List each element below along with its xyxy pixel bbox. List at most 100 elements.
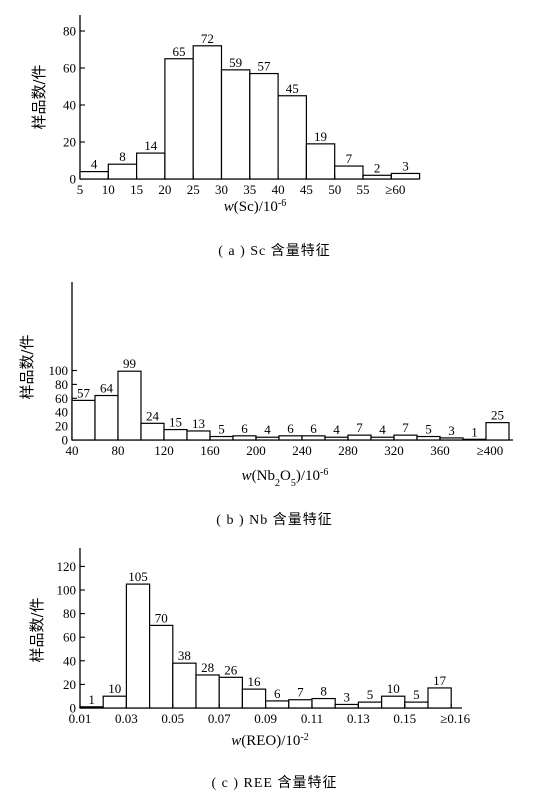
sc-x-axis-label: w(Sc)/10-6 bbox=[224, 198, 287, 216]
chart-caption-ree: ( c ) REE 含量特征 bbox=[211, 776, 338, 791]
ree-y-tick-label: 20 bbox=[63, 677, 76, 692]
nb-bar bbox=[301, 435, 326, 441]
nb-x-tick-label: 160 bbox=[200, 443, 220, 458]
nb-x-tick-label: 80 bbox=[112, 443, 125, 458]
nb-y-tick-label: 20 bbox=[55, 419, 68, 434]
sc-x-tick-label: 35 bbox=[243, 182, 256, 197]
nb-x-tick-label: 360 bbox=[430, 443, 450, 458]
nb-data-label: 25 bbox=[491, 408, 504, 423]
nb-data-label: 4 bbox=[379, 422, 386, 437]
sc-x-tick-label: 50 bbox=[328, 182, 341, 197]
nb-bar bbox=[71, 399, 96, 441]
ree-bar bbox=[79, 706, 104, 709]
nb-y-tick-label: 80 bbox=[55, 377, 68, 392]
sc-x-tick-label: 5 bbox=[77, 182, 84, 197]
nb-y-tick-label: 60 bbox=[55, 391, 68, 406]
nb-y-axis-label: 样品数/件 bbox=[18, 334, 36, 399]
ree-x-tick-label: 0.03 bbox=[115, 711, 138, 726]
nb-data-label: 64 bbox=[100, 381, 114, 396]
nb-data-label: 7 bbox=[402, 420, 409, 435]
nb-x-axis-label: w(Nb2O5)/10-6 bbox=[242, 467, 329, 489]
nb-bar bbox=[370, 436, 395, 441]
nb-data-label: 15 bbox=[169, 415, 182, 430]
nb-bar bbox=[278, 435, 303, 441]
sc-bar bbox=[249, 72, 279, 180]
nb-x-tick-label: 280 bbox=[338, 443, 358, 458]
ree-x-tick-label: 0.13 bbox=[347, 711, 370, 726]
nb-bar bbox=[255, 436, 280, 441]
nb-bar bbox=[439, 437, 464, 441]
sc-x-tick-label: 45 bbox=[300, 182, 313, 197]
nb-bar bbox=[485, 422, 510, 441]
nb-data-label: 7 bbox=[356, 420, 363, 435]
ree-bar bbox=[172, 662, 197, 709]
ree-data-label: 5 bbox=[413, 687, 420, 702]
ree-bar bbox=[334, 703, 360, 709]
ree-bar bbox=[265, 700, 290, 709]
nb-data-label: 6 bbox=[310, 421, 317, 436]
nb-bar bbox=[117, 370, 142, 441]
sc-data-label: 59 bbox=[229, 55, 242, 70]
nb-bar bbox=[232, 435, 257, 441]
ree-y-tick-label: 120 bbox=[57, 559, 77, 574]
nb-x-tick-label: 240 bbox=[292, 443, 312, 458]
sc-x-tick-label: 40 bbox=[272, 182, 285, 197]
sc-data-label: 4 bbox=[91, 157, 98, 172]
ree-data-label: 38 bbox=[178, 648, 191, 663]
ree-data-label: 7 bbox=[297, 685, 304, 700]
nb-data-label: 5 bbox=[425, 422, 432, 437]
sc-bar bbox=[192, 45, 223, 180]
sc-bar bbox=[390, 172, 421, 180]
ree-y-tick-label: 40 bbox=[63, 653, 76, 668]
ree-data-label: 10 bbox=[387, 681, 400, 696]
ree-bar bbox=[381, 695, 406, 709]
ree-data-label: 5 bbox=[367, 687, 374, 702]
nb-data-label: 5 bbox=[218, 422, 225, 437]
ree-x-tick-label: 0.05 bbox=[161, 711, 184, 726]
sc-bar bbox=[136, 152, 166, 180]
sc-data-label: 19 bbox=[314, 129, 327, 144]
nb-y-tick-label: 40 bbox=[55, 405, 68, 420]
nb-data-label: 3 bbox=[448, 423, 455, 438]
chart-caption-nb: ( b ) Nb 含量特征 bbox=[216, 513, 333, 528]
nb-bar bbox=[94, 394, 119, 441]
sc-bar bbox=[362, 174, 392, 180]
ree-bar bbox=[102, 695, 127, 709]
chart-caption-sc: ( a ) Sc 含量特征 bbox=[218, 244, 331, 259]
ree-bar bbox=[149, 624, 174, 709]
ree-data-label: 1 bbox=[88, 692, 95, 707]
ree-bar bbox=[288, 699, 313, 709]
nb-x-tick-label: 40 bbox=[66, 443, 79, 458]
sc-x-tick-label: 15 bbox=[130, 182, 143, 197]
nb-data-label: 1 bbox=[471, 424, 478, 439]
nb-bar bbox=[462, 438, 487, 441]
sc-x-tick-label: 30 bbox=[215, 182, 228, 197]
ree-data-label: 70 bbox=[155, 610, 168, 625]
nb-bar bbox=[347, 434, 372, 441]
sc-y-tick-label: 0 bbox=[70, 172, 77, 187]
ree-bar bbox=[357, 701, 383, 709]
ree-x-tick-label: 0.09 bbox=[254, 711, 277, 726]
ree-bar bbox=[241, 688, 267, 709]
sc-bar bbox=[107, 163, 138, 180]
ree-data-label: 26 bbox=[224, 662, 238, 677]
sc-data-label: 2 bbox=[374, 160, 381, 175]
sc-bar bbox=[79, 171, 109, 180]
chart-panel-sc: 0 20 40 60 80 4 8 14 65 72 59 57 45 19 7 2 3 5 10 15 20 25 30 3… bbox=[0, 0, 549, 259]
nb-x-tick-label: 120 bbox=[154, 443, 174, 458]
sc-bar bbox=[305, 143, 336, 180]
nb-data-label: 4 bbox=[264, 422, 271, 437]
ree-bar bbox=[195, 674, 220, 709]
sc-y-tick-label: 40 bbox=[63, 98, 76, 113]
nb-x-tick-label: 200 bbox=[246, 443, 266, 458]
ree-bar bbox=[218, 676, 243, 709]
sc-data-label: 7 bbox=[346, 151, 353, 166]
nb-bar bbox=[209, 435, 234, 441]
ree-y-tick-label: 100 bbox=[57, 583, 77, 598]
ree-data-label: 17 bbox=[433, 673, 447, 688]
ree-y-axis-label: 样品数/件 bbox=[28, 597, 46, 662]
sc-x-tick-label: ≥60 bbox=[385, 182, 405, 197]
sc-data-label: 8 bbox=[119, 149, 126, 164]
ree-x-tick-label: 0.07 bbox=[208, 711, 231, 726]
